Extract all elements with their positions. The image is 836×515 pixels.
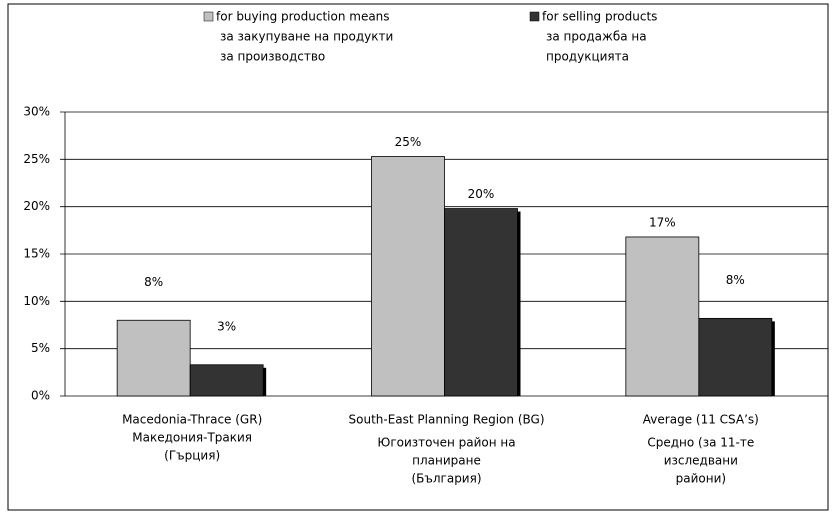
x-tick-label: Македония-Тракия	[132, 431, 252, 445]
legend-label: за производство	[220, 50, 325, 64]
y-tick-label: 10%	[23, 294, 50, 308]
x-tick-label: изследвани	[664, 454, 738, 468]
bar	[625, 236, 700, 397]
value-label: 20%	[468, 187, 495, 201]
value-label: 8%	[726, 273, 745, 287]
value-label: 17%	[649, 215, 676, 229]
legend-swatch	[203, 11, 214, 22]
x-tick-label: райони)	[676, 472, 726, 486]
legend-label: за продажба на	[546, 30, 647, 44]
bar	[189, 364, 264, 397]
x-tick-label: Average (11 CSA’s)	[643, 413, 759, 427]
value-label: 8%	[144, 275, 163, 289]
y-tick-label: 5%	[31, 341, 50, 355]
y-tick-label: 30%	[23, 105, 50, 119]
y-tick-label: 0%	[31, 389, 50, 403]
y-tick-label: 15%	[23, 247, 50, 261]
value-label: 3%	[217, 319, 236, 333]
x-tick-label: Югоизточен район на	[377, 436, 515, 450]
x-tick-label: Macedonia-Thrace (GR)	[122, 413, 262, 427]
x-tick-label: (Гърция)	[164, 449, 220, 463]
bar	[116, 319, 191, 397]
x-tick-label: (България)	[411, 472, 481, 486]
value-label: 25%	[395, 135, 422, 149]
legend-label: for selling products	[542, 10, 657, 24]
x-tick-label: South-East Planning Region (BG)	[349, 413, 545, 427]
legend-label: for buying production means	[216, 10, 390, 24]
x-tick-label: Средно (за 11-те	[647, 436, 754, 450]
y-tick-label: 25%	[23, 152, 50, 166]
legend-label: продукцията	[546, 50, 629, 64]
bar	[444, 208, 518, 397]
legend-label: за закупуване на продукти	[220, 30, 393, 44]
chart-frame	[7, 3, 829, 511]
x-tick-label: планиране	[412, 454, 481, 468]
y-tick-label: 20%	[23, 199, 50, 213]
bar	[698, 317, 773, 397]
bar	[371, 156, 445, 397]
legend-swatch	[529, 11, 540, 22]
